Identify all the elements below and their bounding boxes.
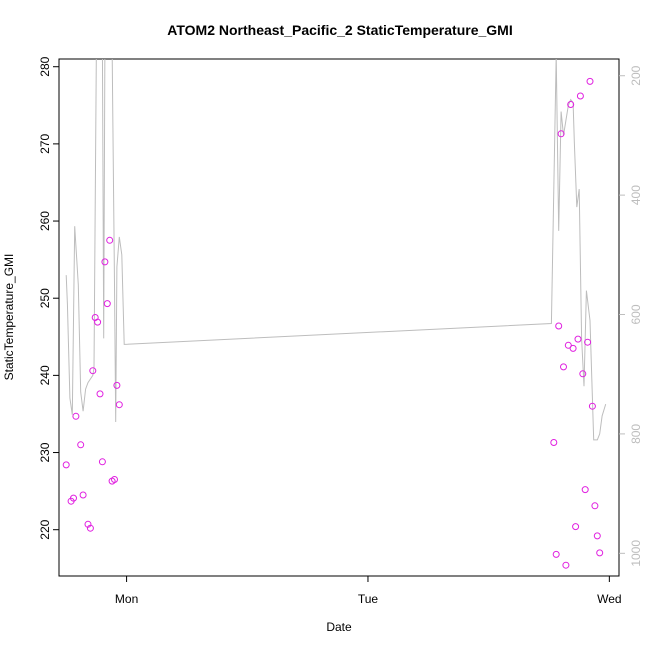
x-axis-label: Date	[326, 620, 352, 634]
y-tick-label: 240	[38, 365, 52, 385]
data-point	[555, 322, 563, 330]
data-point	[557, 130, 565, 138]
right-y-axis: 200 400 600 800 1000	[619, 65, 643, 567]
data-point	[77, 441, 85, 449]
y-tick-label: 220	[38, 519, 52, 539]
y2-tick-label: 200	[629, 65, 643, 85]
data-point	[569, 344, 577, 352]
x-axis: Mon Tue Wed	[115, 575, 622, 606]
y-tick-label: 230	[38, 442, 52, 462]
y2-tick-label: 600	[629, 304, 643, 324]
chart-title: ATOM2 Northeast_Pacific_2 StaticTemperat…	[167, 22, 512, 38]
data-point	[581, 486, 589, 494]
data-point	[562, 561, 570, 569]
data-point	[94, 318, 102, 326]
data-point	[115, 401, 123, 409]
point-series	[62, 77, 604, 569]
left-y-axis: 220 230 240 250 260 270 280	[38, 56, 60, 540]
y2-tick-label: 800	[629, 424, 643, 444]
data-point	[596, 549, 604, 557]
data-point	[552, 550, 560, 558]
data-point	[588, 402, 596, 410]
data-point	[576, 92, 584, 100]
data-point	[564, 341, 572, 349]
x-tick-label: Mon	[115, 592, 138, 606]
data-point	[106, 236, 114, 244]
data-point	[96, 390, 104, 398]
data-point	[103, 300, 111, 308]
data-point	[550, 439, 558, 446]
y-tick-label: 280	[38, 56, 52, 76]
data-point	[111, 476, 118, 483]
data-point	[70, 494, 77, 502]
data-point	[101, 258, 109, 266]
y2-tick-label: 1000	[629, 540, 643, 567]
series-line	[65, 59, 607, 441]
data-point	[579, 370, 587, 378]
data-point	[591, 502, 599, 510]
data-point	[79, 491, 87, 499]
data-point	[89, 367, 97, 375]
x-tick-label: Tue	[358, 592, 379, 606]
y2-tick-label: 400	[629, 185, 643, 205]
y-tick-label: 260	[38, 211, 52, 231]
data-point	[113, 381, 121, 389]
y-axis-label: StaticTemperature_GMI	[2, 254, 16, 381]
data-point	[560, 363, 567, 371]
data-point	[574, 335, 582, 343]
data-point	[98, 458, 106, 466]
y-tick-label: 270	[38, 134, 52, 154]
y-tick-label: 250	[38, 288, 52, 308]
data-point	[86, 524, 94, 532]
plot-frame	[58, 58, 620, 577]
line-series	[65, 59, 607, 441]
x-tick-label: Wed	[597, 592, 621, 606]
data-point	[584, 338, 592, 346]
data-point	[62, 461, 70, 469]
data-point	[572, 523, 580, 531]
data-point	[72, 412, 80, 420]
data-point	[593, 532, 601, 540]
data-point	[586, 77, 594, 85]
data-point	[567, 101, 575, 108]
